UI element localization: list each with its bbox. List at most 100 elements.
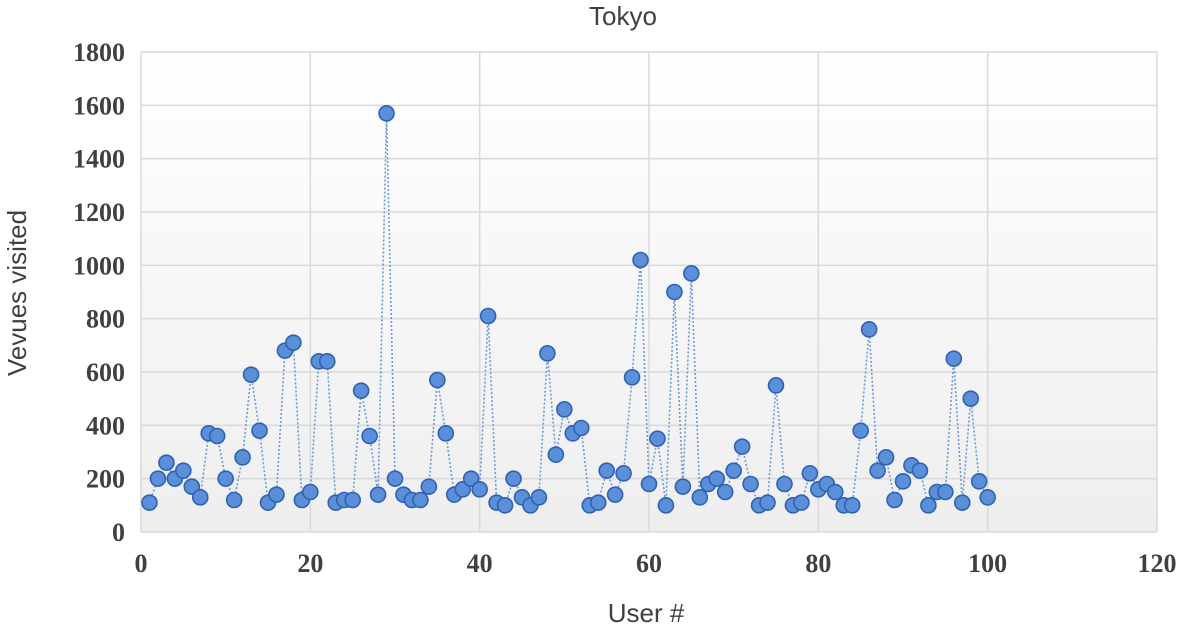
y-tick-label: 1800 bbox=[73, 38, 125, 67]
x-tick-label: 100 bbox=[968, 549, 1007, 578]
data-point bbox=[886, 491, 903, 509]
data-point bbox=[733, 438, 751, 455]
data-point bbox=[471, 481, 488, 498]
data-point bbox=[344, 491, 361, 509]
y-axis-tick-labels: 0 200 400 600 800 1000 1200 1400 1600 1800 bbox=[73, 38, 125, 547]
data-point bbox=[420, 478, 438, 495]
data-point bbox=[852, 422, 869, 439]
data-point bbox=[530, 489, 548, 506]
data-point bbox=[666, 283, 683, 301]
data-point bbox=[217, 470, 234, 487]
data-point bbox=[691, 489, 709, 506]
data-point bbox=[539, 345, 556, 362]
data-point bbox=[606, 486, 624, 503]
data-point bbox=[242, 366, 260, 383]
data-point bbox=[598, 462, 615, 479]
data-point bbox=[589, 494, 607, 511]
y-tick-label: 0 bbox=[112, 518, 125, 547]
chart-title: Tokyo bbox=[589, 1, 657, 31]
data-point bbox=[412, 491, 429, 509]
gridlines bbox=[140, 51, 1158, 533]
data-point bbox=[369, 486, 387, 503]
data-point bbox=[708, 470, 726, 487]
data-point bbox=[869, 462, 886, 479]
y-tick-label: 1400 bbox=[73, 145, 125, 174]
data-point bbox=[826, 483, 844, 501]
data-point bbox=[149, 470, 167, 487]
data-point bbox=[894, 473, 912, 490]
data-point bbox=[505, 470, 522, 487]
data-point bbox=[378, 105, 395, 122]
y-axis-title: Vevues visited bbox=[2, 210, 32, 376]
data-point bbox=[496, 497, 514, 514]
data-point bbox=[767, 377, 785, 394]
data-points bbox=[141, 105, 996, 514]
data-point bbox=[225, 491, 243, 509]
data-point bbox=[183, 478, 201, 495]
x-axis-title: User # bbox=[608, 598, 685, 628]
x-tick-label: 80 bbox=[805, 549, 831, 578]
data-point bbox=[877, 449, 895, 466]
data-point bbox=[462, 470, 480, 487]
data-point bbox=[742, 475, 759, 493]
data-point bbox=[920, 497, 937, 514]
y-tick-label: 800 bbox=[86, 305, 125, 334]
data-point bbox=[725, 462, 742, 479]
data-point bbox=[801, 465, 819, 482]
data-point bbox=[759, 494, 776, 511]
data-point bbox=[454, 481, 472, 498]
y-tick-label: 400 bbox=[86, 411, 125, 440]
y-tick-label: 600 bbox=[86, 358, 125, 387]
data-point bbox=[640, 475, 658, 493]
data-point bbox=[208, 427, 226, 445]
data-point bbox=[937, 483, 954, 501]
data-point bbox=[175, 462, 192, 479]
data-point bbox=[970, 473, 988, 490]
data-point bbox=[318, 353, 336, 370]
y-tick-label: 200 bbox=[86, 465, 125, 494]
data-point bbox=[302, 483, 319, 501]
data-point bbox=[623, 369, 641, 386]
data-point bbox=[649, 430, 666, 447]
y-tick-label: 1000 bbox=[73, 251, 125, 280]
y-tick-label: 1600 bbox=[73, 91, 125, 120]
data-point bbox=[776, 475, 793, 493]
data-point bbox=[979, 489, 996, 506]
x-tick-label: 0 bbox=[135, 549, 148, 578]
data-point bbox=[860, 321, 878, 338]
data-point bbox=[945, 350, 963, 367]
data-point bbox=[556, 401, 573, 418]
y-tick-label: 1200 bbox=[73, 198, 125, 227]
data-point bbox=[657, 497, 675, 514]
data-point bbox=[361, 427, 378, 445]
data-point bbox=[793, 494, 810, 511]
data-point bbox=[572, 419, 590, 437]
data-point bbox=[352, 382, 370, 399]
data-point bbox=[191, 489, 209, 506]
data-point bbox=[615, 465, 632, 482]
x-tick-label: 60 bbox=[636, 549, 662, 578]
data-point bbox=[251, 422, 268, 439]
x-tick-label: 120 bbox=[1138, 549, 1177, 578]
data-point bbox=[386, 470, 404, 487]
data-point bbox=[158, 454, 175, 471]
data-point bbox=[429, 371, 446, 389]
data-point bbox=[911, 462, 929, 479]
data-point bbox=[953, 494, 971, 511]
data-point bbox=[547, 446, 565, 463]
data-point bbox=[683, 265, 700, 282]
x-tick-label: 40 bbox=[467, 549, 493, 578]
x-axis-tick-labels: 0 20 40 60 80 100 120 bbox=[135, 549, 1177, 578]
data-point bbox=[674, 478, 692, 495]
data-point bbox=[632, 251, 649, 269]
data-point bbox=[234, 449, 251, 466]
data-point bbox=[285, 334, 302, 351]
data-point bbox=[716, 483, 734, 501]
x-tick-label: 20 bbox=[297, 549, 323, 578]
data-point bbox=[141, 494, 158, 511]
data-point bbox=[268, 486, 285, 503]
data-point bbox=[962, 390, 980, 407]
data-point bbox=[437, 425, 455, 442]
series-line bbox=[148, 113, 989, 508]
